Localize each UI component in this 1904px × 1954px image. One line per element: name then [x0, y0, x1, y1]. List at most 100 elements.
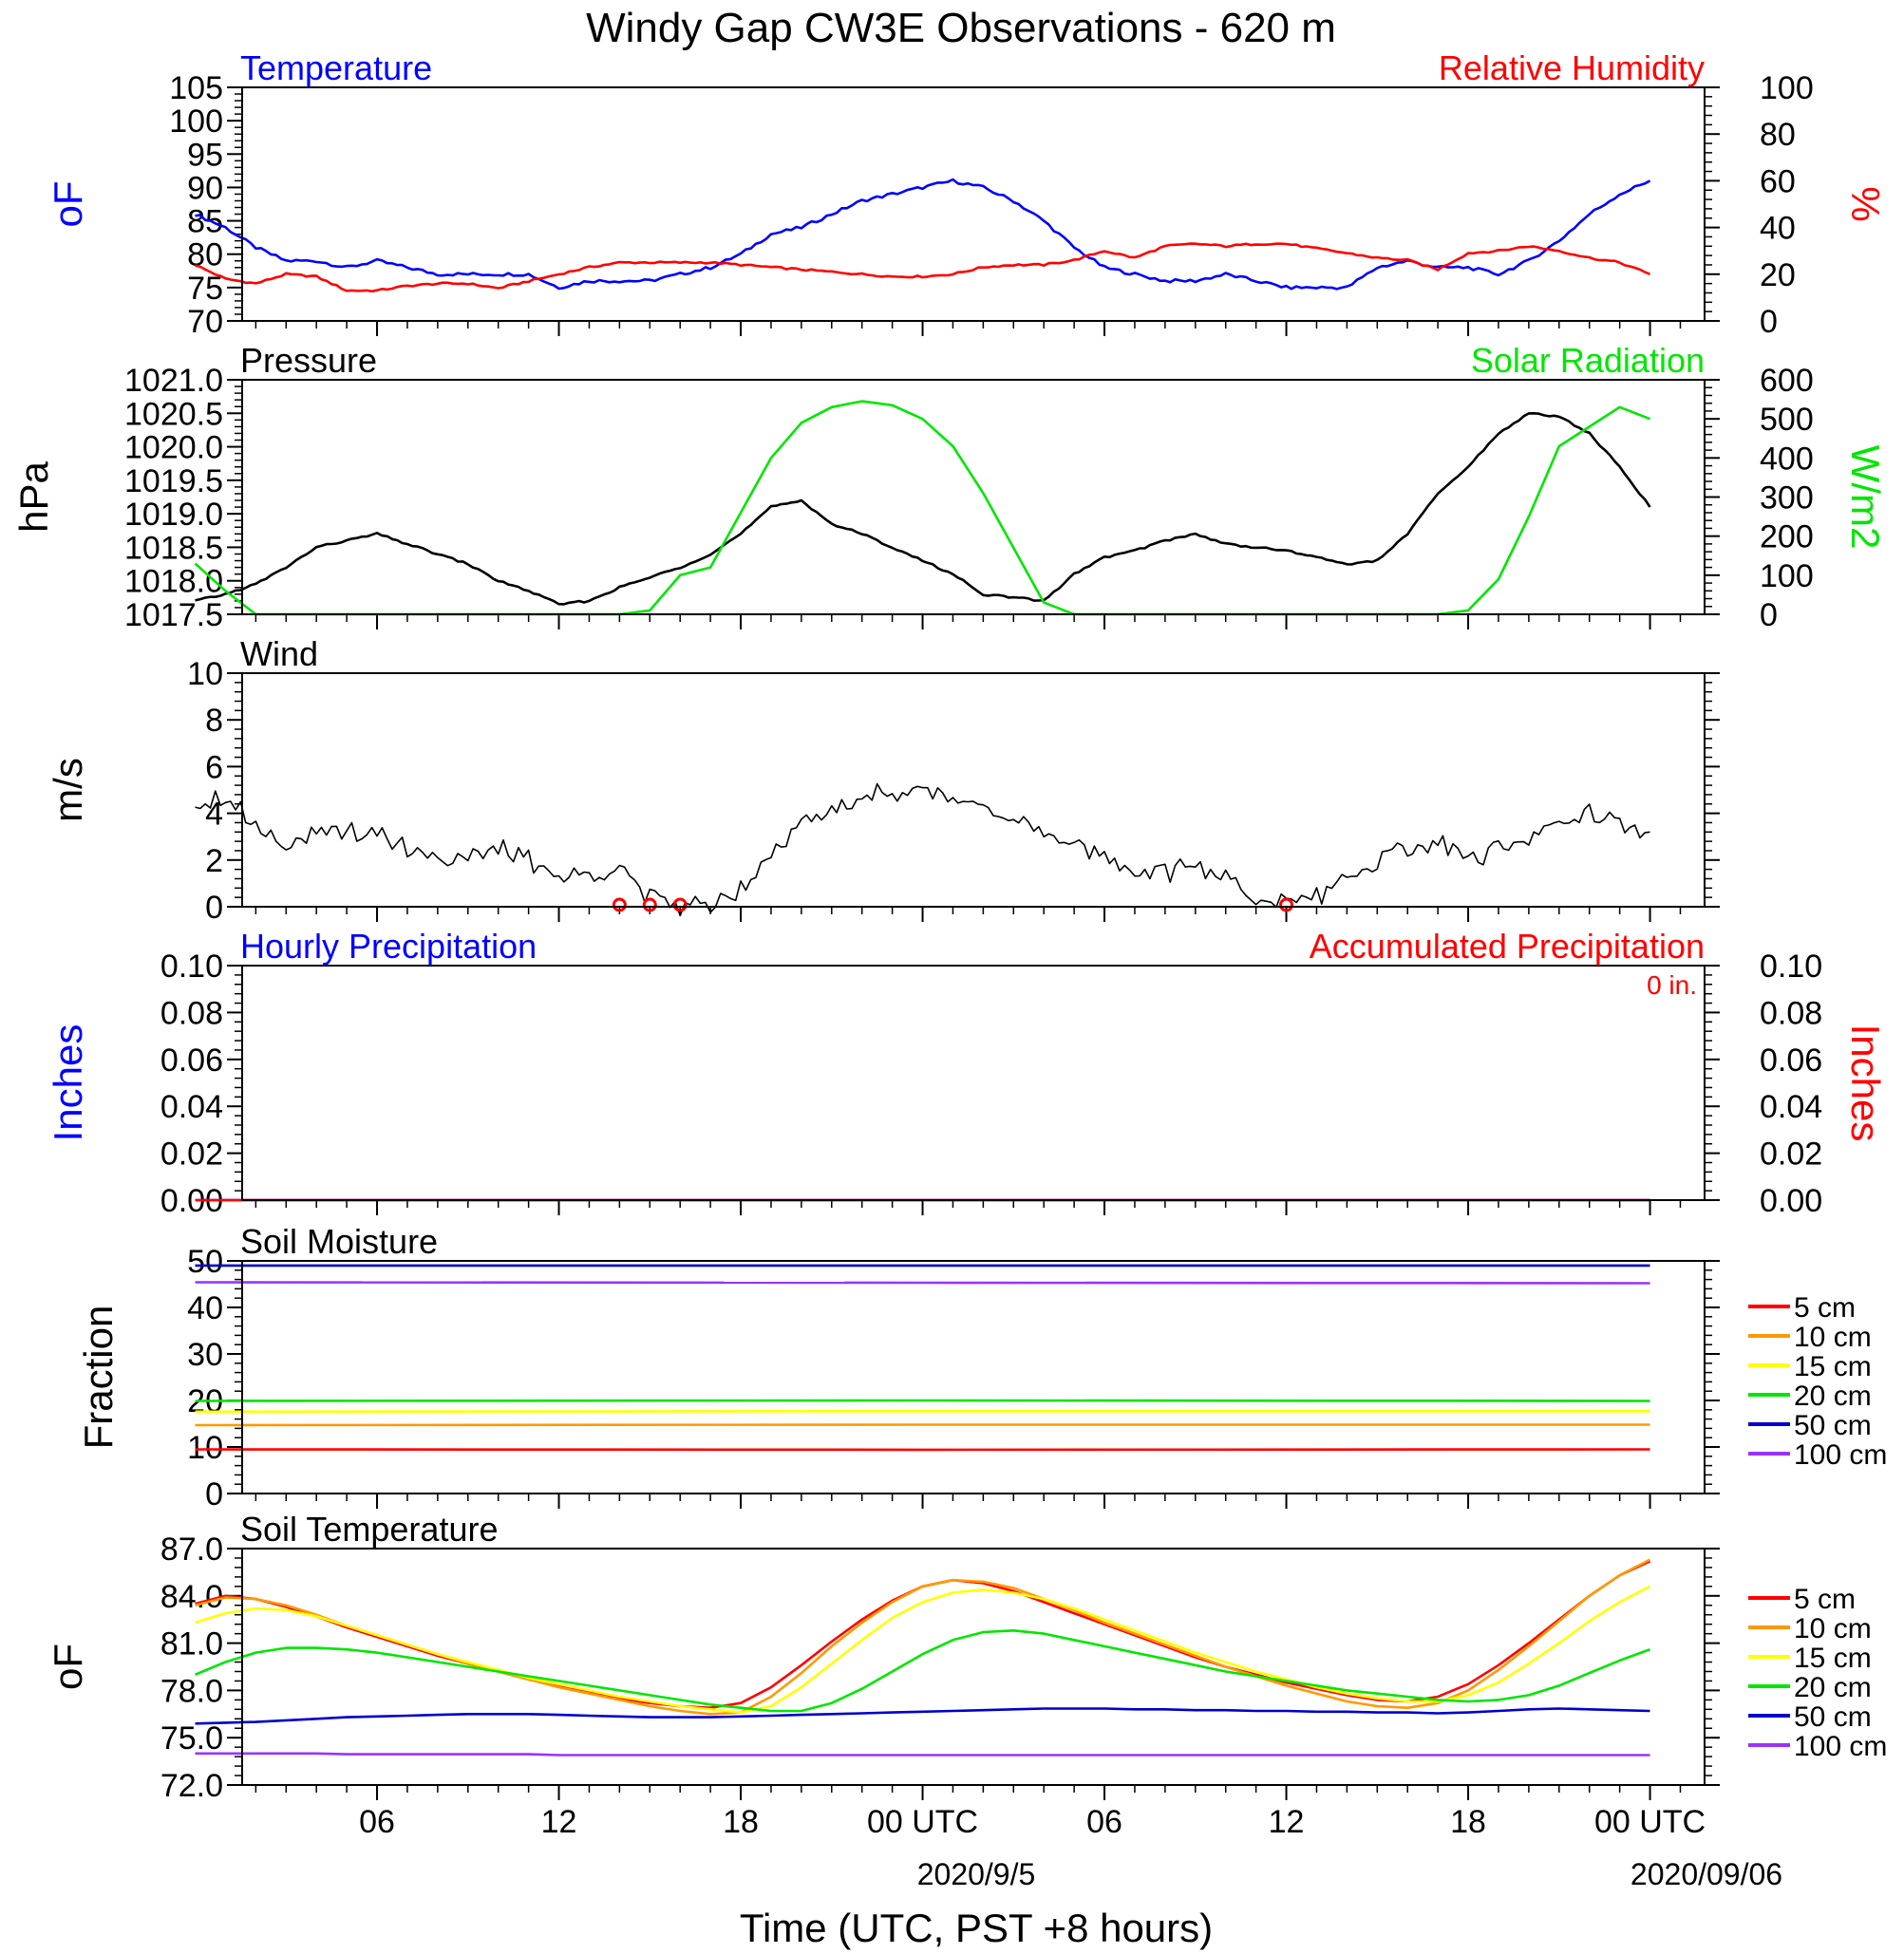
- series-line: [195, 1560, 1651, 1709]
- y-tick-label-right: 20: [1760, 257, 1796, 293]
- y-tick-label-left: 85: [187, 204, 223, 240]
- panel-precipitation: 0.10 0.08 0.06 0.04 0.02 0.00 0.10 0.08 0.06 0.04…: [46, 927, 1888, 1219]
- panel-frame: [241, 965, 1706, 1201]
- panel-title-left: Pressure: [240, 341, 377, 380]
- y-tick-label-left: 75.0: [160, 1720, 223, 1757]
- calm-wind-marker: [642, 897, 657, 912]
- x-axis-title: Time (UTC, PST +8 hours): [740, 1906, 1213, 1950]
- legend-label: 15 cm: [1794, 1643, 1872, 1674]
- series-line: [195, 1707, 1650, 1725]
- accumulated-total-label: 0 in.: [1647, 970, 1697, 1000]
- calm-wind-marker: [672, 897, 688, 912]
- x-tick-label: 18: [1450, 1804, 1486, 1840]
- panel-title-right: Solar Radiation: [1471, 341, 1705, 380]
- y-tick-label-right: 600: [1760, 363, 1814, 399]
- y-tick-label-left: 1018.0: [124, 564, 223, 600]
- x-tick-label: 12: [541, 1804, 577, 1840]
- y-tick-label-right: 80: [1760, 117, 1796, 153]
- y-axis-label-right: W/m2: [1843, 445, 1888, 550]
- y-tick-label-left: 0.08: [160, 995, 223, 1031]
- x-tick-label: 06: [1086, 1804, 1122, 1840]
- series-line: [195, 412, 1651, 606]
- legend-label: 5 cm: [1794, 1292, 1856, 1324]
- x-tick-label: 06: [359, 1804, 395, 1840]
- panel-frame: [241, 672, 1706, 908]
- y-tick-label-right: 500: [1760, 402, 1814, 438]
- y-tick-label-left: 84.0: [160, 1579, 223, 1615]
- y-tick-label-left: 80: [187, 237, 223, 273]
- panel-frame: [241, 1260, 1706, 1494]
- y-tick-label-right: 300: [1760, 480, 1814, 517]
- y-tick-label-right: 0.00: [1760, 1183, 1822, 1219]
- y-axis-label-left: oF: [46, 1644, 90, 1690]
- y-tick-label-left: 0.02: [160, 1137, 223, 1173]
- panel-frame: [241, 1548, 1706, 1786]
- y-tick-label-right: 0: [1760, 597, 1778, 633]
- y-tick-label-right: 0.10: [1760, 949, 1822, 985]
- x-tick-label: 00 UTC: [1594, 1804, 1706, 1840]
- panel-title-left: Soil Moisture: [240, 1222, 438, 1261]
- series-line: [195, 782, 1650, 917]
- y-tick-label-left: 1020.0: [124, 430, 223, 466]
- series-line: [195, 1752, 1650, 1757]
- panel-title-left: Soil Temperature: [240, 1510, 498, 1549]
- y-tick-label-left: 78.0: [160, 1673, 223, 1709]
- y-tick-label-right: 0.04: [1760, 1089, 1822, 1125]
- series-line: [195, 1585, 1651, 1714]
- y-tick-label-right: 0.06: [1760, 1043, 1822, 1079]
- y-tick-label-right: 0: [1760, 304, 1778, 340]
- x-tick-label: 18: [723, 1804, 759, 1840]
- y-axis-label-left: Fraction: [76, 1306, 121, 1450]
- y-axis-label-right: %: [1843, 186, 1888, 221]
- y-tick-label-left: 10: [187, 1430, 223, 1466]
- panel-title-left: Wind: [240, 634, 318, 673]
- y-tick-label-right: 0.02: [1760, 1137, 1822, 1173]
- panel-wind: 10 8 6 4 2 0 Wind m/s: [46, 634, 1720, 926]
- y-axis-label-left: m/s: [46, 758, 90, 822]
- y-tick-label-left: 1019.0: [124, 497, 223, 533]
- y-tick-label-left: 70: [187, 304, 223, 340]
- y-tick-label-right: 200: [1760, 519, 1814, 555]
- legend-label: 5 cm: [1794, 1584, 1856, 1615]
- series-line: [195, 1423, 1650, 1427]
- y-tick-label-right: 40: [1760, 211, 1796, 247]
- panel-frame: [241, 86, 1706, 322]
- y-axis-label-right: Inches: [1843, 1024, 1888, 1142]
- calm-wind-marker: [1279, 897, 1294, 912]
- y-tick-label-left: 0.04: [160, 1089, 223, 1125]
- y-tick-label-left: 6: [205, 749, 223, 785]
- y-tick-label-left: 90: [187, 170, 223, 206]
- y-tick-label-left: 72.0: [160, 1768, 223, 1804]
- date-label-2: 2020/09/06: [1631, 1857, 1782, 1891]
- x-tick-label: 00 UTC: [867, 1804, 978, 1840]
- legend-label: 20 cm: [1794, 1381, 1872, 1412]
- y-axis-label-left: oF: [46, 180, 90, 227]
- series-line: [195, 242, 1650, 293]
- y-tick-label-right: 0.08: [1760, 995, 1822, 1031]
- y-axis-label-left: hPa: [11, 460, 56, 532]
- x-tick-label: 12: [1269, 1804, 1305, 1840]
- y-tick-label-left: 0: [205, 890, 223, 926]
- y-tick-label-left: 0.06: [160, 1043, 223, 1079]
- y-tick-label-left: 40: [187, 1290, 223, 1326]
- figure-title: Windy Gap CW3E Observations - 620 m: [586, 5, 1336, 51]
- legend-label: 100 cm: [1794, 1439, 1887, 1471]
- panel-title-right: Relative Humidity: [1439, 48, 1705, 87]
- panel-pressure-solar: 1021.01020.51020.01019.51019.01018.51018…: [11, 341, 1888, 633]
- series-line: [194, 400, 1650, 616]
- y-tick-label-left: 100: [169, 103, 223, 140]
- date-label-1: 2020/9/5: [917, 1857, 1036, 1891]
- y-tick-label-right: 60: [1760, 163, 1796, 199]
- y-tick-label-left: 1021.0: [124, 363, 223, 399]
- calm-wind-marker: [612, 897, 627, 912]
- series-line: [195, 1399, 1650, 1402]
- panel-title-right: Accumulated Precipitation: [1310, 927, 1705, 966]
- legend-label: 50 cm: [1794, 1701, 1872, 1733]
- series-line: [195, 1410, 1650, 1414]
- y-tick-label-left: 105: [169, 70, 223, 106]
- y-tick-label-left: 1018.5: [124, 530, 223, 566]
- y-tick-label-right: 400: [1760, 441, 1814, 477]
- series-line: [195, 1281, 1650, 1285]
- y-tick-label-left: 95: [187, 137, 223, 173]
